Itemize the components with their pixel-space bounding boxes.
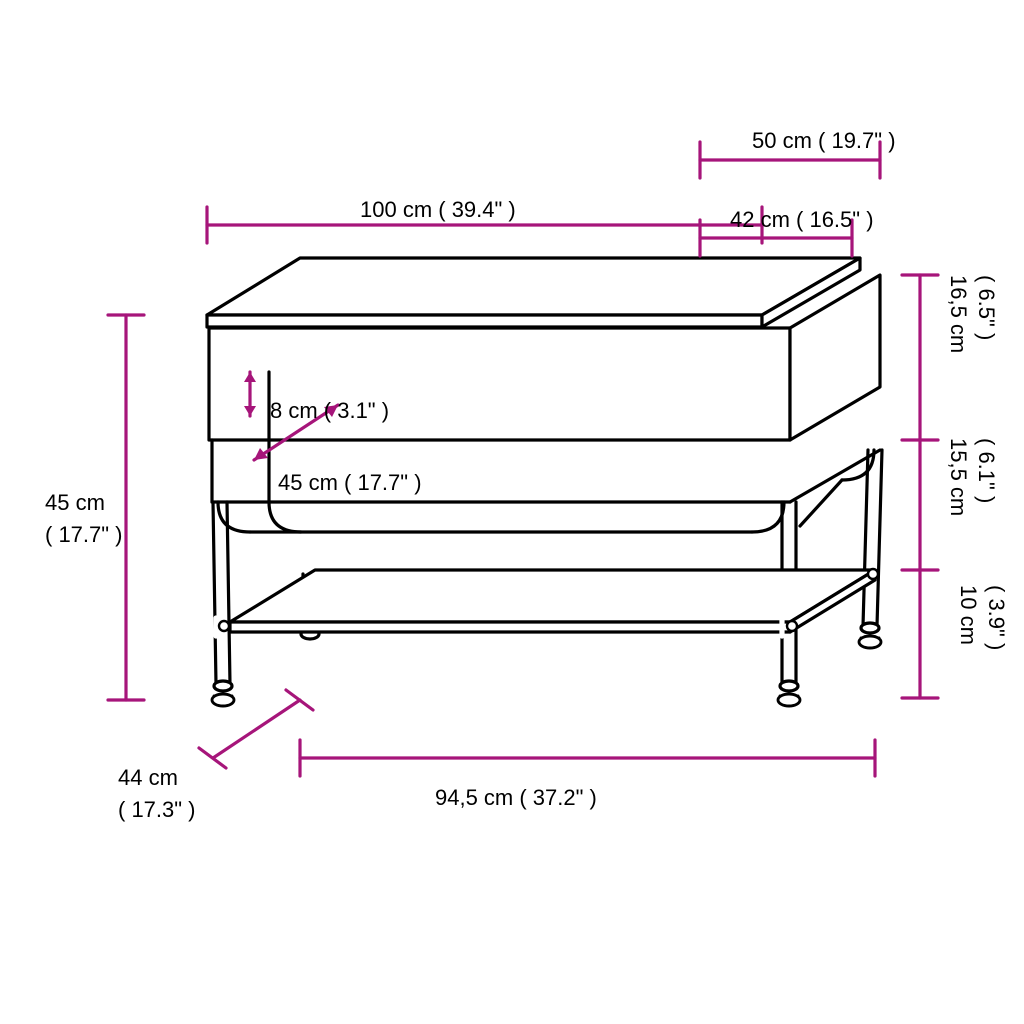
- dim-label: 44 cm: [118, 765, 178, 791]
- dim-label: 94,5 cm ( 37.2" ): [435, 785, 597, 811]
- dim-label: 42 cm ( 16.5" ): [730, 207, 874, 233]
- dim-label: ( 17.3" ): [118, 797, 196, 823]
- dim-label: 50 cm ( 19.7" ): [752, 128, 896, 154]
- dim-label: 8 cm ( 3.1" ): [270, 398, 389, 424]
- dim-label: ( 3.9" ): [983, 585, 1009, 650]
- dim-label: 100 cm ( 39.4" ): [360, 197, 516, 223]
- dim-label: ( 6.5" ): [973, 275, 999, 340]
- dim-label: 16,5 cm: [945, 275, 971, 353]
- dim-label: ( 17.7" ): [45, 522, 123, 548]
- dim-label: 45 cm: [45, 490, 105, 516]
- dim-label: ( 6.1" ): [973, 438, 999, 503]
- dim-label: 15,5 cm: [945, 438, 971, 516]
- diagram-stage: 100 cm ( 39.4" ) 50 cm ( 19.7" ) 42 cm ( 1…: [0, 0, 1024, 1024]
- dim-label: 10 cm: [955, 585, 981, 645]
- dim-label: 45 cm ( 17.7" ): [278, 470, 422, 496]
